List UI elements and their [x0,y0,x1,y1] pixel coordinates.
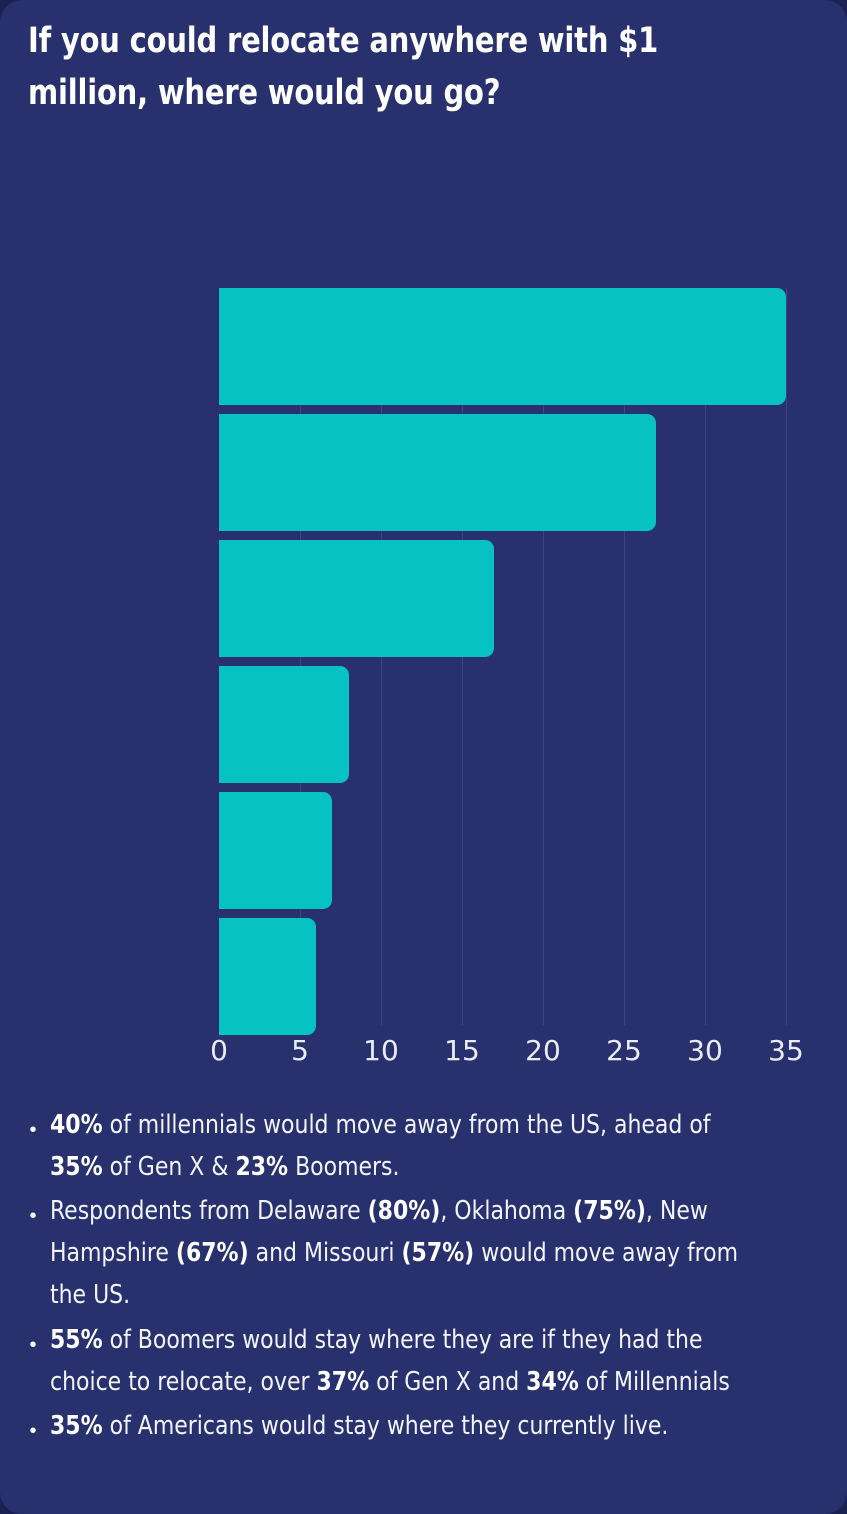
bar-row[interactable]: Australia/New Zealand [219,792,786,909]
bar-australia-new-zealand[interactable] [219,792,333,909]
list-item: • 40% of millennials would move away from… [16,1104,807,1188]
findings-list: • 40% of millennials would move away from… [0,1104,847,1449]
x-axis-tick-label: 0 [210,1034,228,1067]
x-axis-tick-label: 25 [606,1034,642,1067]
bar-different-state[interactable] [219,414,657,531]
bullet-dot-icon: • [29,1333,37,1356]
x-axis-tick-label: 30 [687,1034,723,1067]
bar-row[interactable]: Different state [219,414,786,531]
bar-asia[interactable] [219,918,317,1035]
x-axis-tick-label: 10 [363,1034,399,1067]
gridline [786,288,787,1025]
bullet-dot-icon: • [29,1119,37,1141]
list-item: • 35% of Americans would stay where they … [16,1405,807,1447]
x-axis-tick-label: 15 [444,1034,480,1067]
list-item-text: Respondents from Delaware (80%), Oklahom… [50,1196,739,1311]
plot-area: 0 5 10 15 20 25 30 35 Stay putDifferent stateEur… [210,288,804,1067]
gridline [543,288,544,1025]
bar-row[interactable]: Asia [219,918,786,1035]
list-item: • Respondents from Delaware (80%), Oklaho… [16,1190,807,1316]
bar-row[interactable]: Stay put [219,288,786,405]
bar-chart: 0 5 10 15 20 25 30 35 Stay putDifferent stateEur… [0,272,847,1072]
bullet-dot-icon: • [29,1419,37,1442]
bar-europe[interactable] [219,540,495,657]
x-axis-tick-label: 5 [291,1034,309,1067]
gridline [705,288,706,1025]
bar-stay-put[interactable] [219,288,786,405]
x-axis-tick-label: 35 [768,1034,804,1067]
list-item-text: 55% of Boomers would stay where they are… [50,1324,730,1397]
bullet-dot-icon: • [29,1205,37,1228]
bar-row[interactable]: Europe [219,540,786,657]
list-item-text: 40% of millennials would move away from … [50,1110,711,1183]
gridline [624,288,625,1025]
list-item-text: 35% of Americans would stay where they c… [50,1410,669,1441]
x-axis-tick-label: 20 [525,1034,561,1067]
bar-row[interactable]: Other [219,666,786,783]
list-item: • 55% of Boomers would stay where they ar… [16,1319,807,1403]
bar-other[interactable] [219,666,349,783]
page-title: If you could relocate anywhere with $1 m… [28,21,659,113]
